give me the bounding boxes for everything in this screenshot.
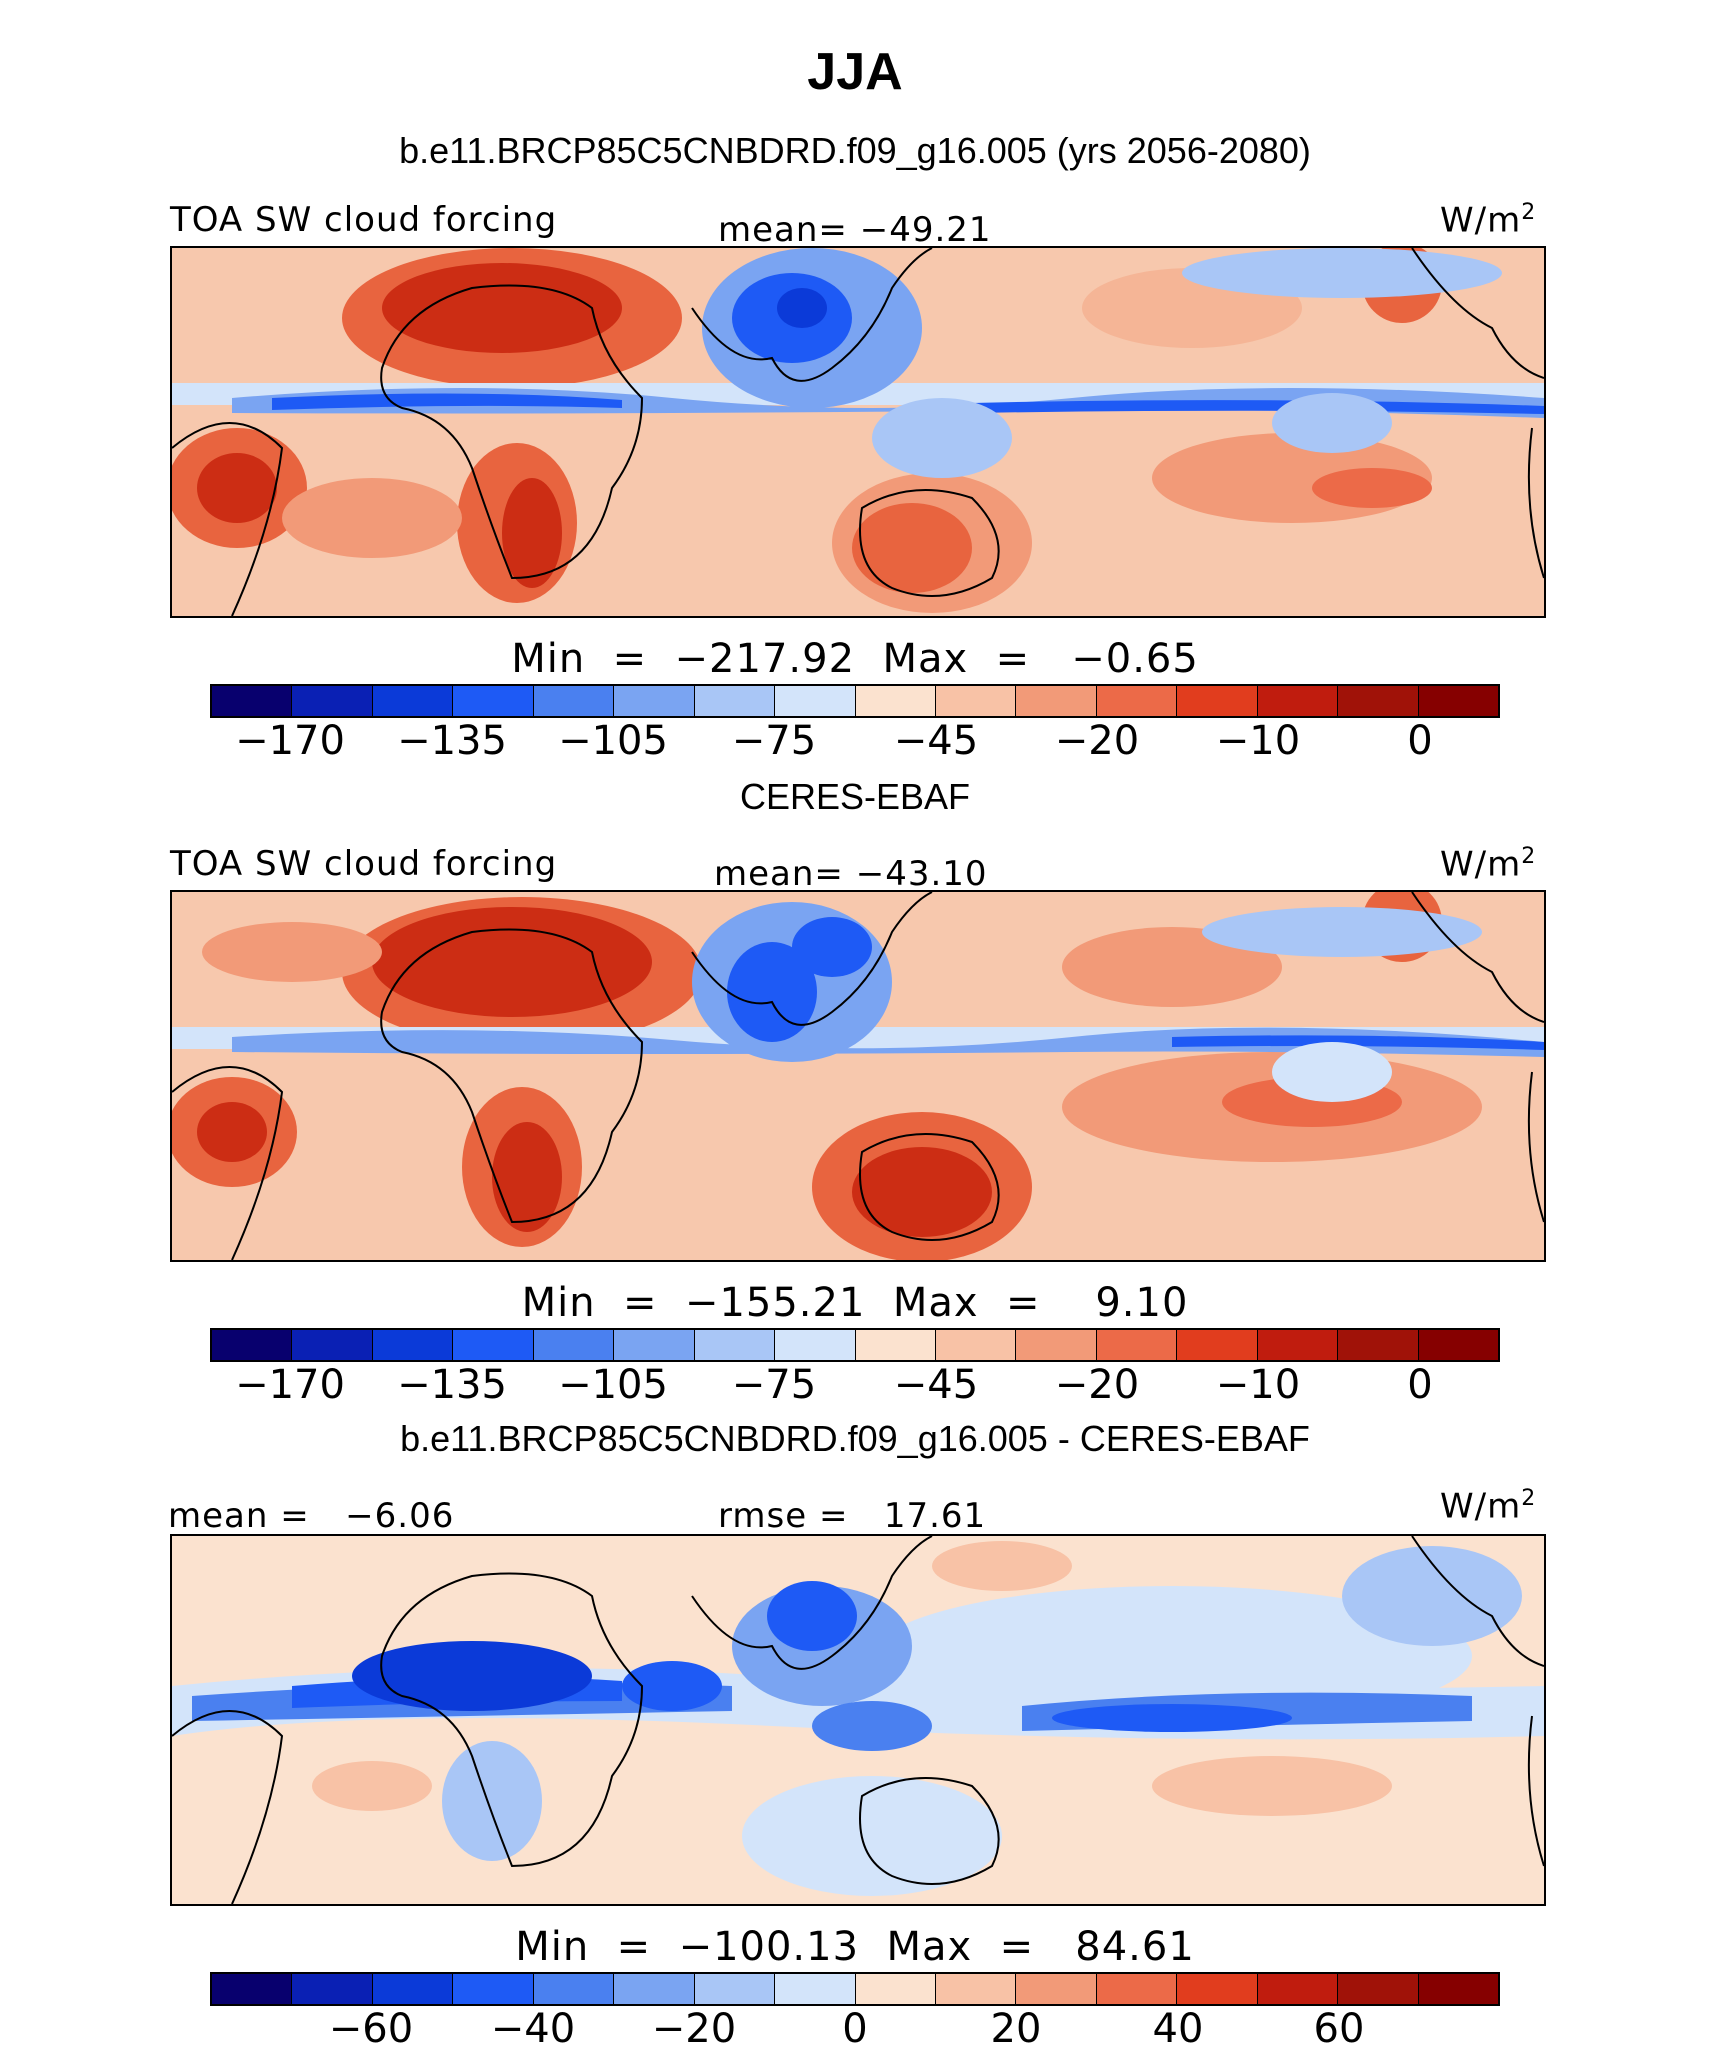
panel3-tick-label: −60 [328,2006,414,2052]
colorbar-box [1016,686,1097,716]
panel2-tick-label: −10 [1215,1362,1301,1408]
panel3-units: W/m2 [1440,1486,1537,1527]
colorbar-box [372,1330,454,1360]
panel2-tick-label: −170 [235,1362,345,1408]
colorbar-box [775,1330,856,1360]
colorbar-box [614,1974,695,2004]
colorbar-box [855,1330,936,1360]
colorbar-box [292,1974,373,2004]
panel3-heading: b.e11.BRCP85C5CNBDRD.f09_g16.005 - CERES… [400,1418,1310,1459]
panel2-mean-label: mean= −43.10 [714,854,988,894]
panel2-tick-label: −105 [558,1362,668,1408]
colorbar-box [1177,686,1258,716]
colorbar-box [935,1330,1017,1360]
colorbar-box [1257,1974,1339,2004]
season-title: JJA [807,43,903,101]
panel3-tick-label: −20 [651,2006,737,2052]
colorbar-box [1338,1974,1419,2004]
panel2-map-field [172,892,1544,1260]
panel3-rmse-label: rmse = 17.61 [718,1496,987,1536]
colorbar-box [1257,686,1339,716]
panel2-minmax: Min = −155.21 Max = 9.10 [521,1280,1189,1326]
colorbar-box [1016,1330,1097,1360]
panel3-tick-label: 60 [1313,2006,1365,2052]
panel3-tick-label: 40 [1152,2006,1204,2052]
colorbar-box [372,1974,454,2004]
colorbar-box [1418,686,1498,716]
panel1-heading: b.e11.BRCP85C5CNBDRD.f09_g16.005 (yrs 20… [399,130,1311,171]
colorbar-box [1177,1330,1258,1360]
colorbar-box [292,686,373,716]
colorbar-box [453,686,534,716]
colorbar-box [694,686,776,716]
colorbar-box [775,686,856,716]
colorbar-box [1096,1330,1178,1360]
panel2-tick-label: −75 [731,1362,817,1408]
colorbar-box [1096,1974,1178,2004]
colorbar-box [212,686,293,716]
panel3-colorbar [210,1972,1500,2006]
colorbar-box [1096,686,1178,716]
panel1-tick-label: −20 [1054,718,1140,764]
colorbar-box [1418,1330,1498,1360]
panel1-tick-label: −45 [893,718,979,764]
panel1-tick-label: −135 [397,718,507,764]
colorbar-box [453,1330,534,1360]
panel3-tick-label: 20 [990,2006,1042,2052]
panel1-tick-label: −75 [731,718,817,764]
colorbar-box [614,686,695,716]
panel1-colorbar [210,684,1500,718]
panel1-units: W/m2 [1440,200,1537,241]
colorbar-box [935,1974,1017,2004]
panel1-tick-label: −105 [558,718,668,764]
panel2-heading: CERES-EBAF [739,776,971,817]
panel1-tick-label: −170 [235,718,345,764]
panel3-mean-label: mean = −6.06 [168,1496,455,1536]
colorbar-box [1338,1330,1419,1360]
colorbar-box [614,1330,695,1360]
panel2-tick-label: −135 [397,1362,507,1408]
panel2-tick-label: 0 [1407,1362,1433,1408]
panel1-minmax: Min = −217.92 Max = −0.65 [511,636,1199,682]
colorbar-box [1418,1974,1498,2004]
colorbar-box [533,1330,615,1360]
panel2-colorbar [210,1328,1500,1362]
panel3-map [170,1534,1546,1906]
colorbar-box [533,1974,615,2004]
panel3-minmax: Min = −100.13 Max = 84.61 [515,1924,1195,1970]
panel1-map-field [172,248,1544,616]
colorbar-box [694,1330,776,1360]
panel2-variable-label: TOA SW cloud forcing [170,844,558,884]
colorbar-box [694,1974,776,2004]
colorbar-box [212,1974,293,2004]
panel1-variable-label: TOA SW cloud forcing [170,200,558,240]
panel3-tick-label: −40 [490,2006,576,2052]
colorbar-box [1257,1330,1339,1360]
panel1-tick-label: 0 [1407,718,1433,764]
panel2-tick-label: −20 [1054,1362,1140,1408]
panel1-tick-label: −10 [1215,718,1301,764]
panel2-units: W/m2 [1440,844,1537,885]
colorbar-box [775,1974,856,2004]
colorbar-box [212,1330,293,1360]
colorbar-box [1016,1974,1097,2004]
colorbar-box [935,686,1017,716]
colorbar-box [372,686,454,716]
panel3-map-field [172,1536,1544,1904]
colorbar-box [1177,1974,1258,2004]
panel1-mean-label: mean= −49.21 [718,210,992,250]
colorbar-box [855,1974,936,2004]
colorbar-box [533,686,615,716]
panel2-tick-label: −45 [893,1362,979,1408]
panel3-tick-label: 0 [842,2006,868,2052]
colorbar-box [1338,686,1419,716]
colorbar-box [855,686,936,716]
panel2-map [170,890,1546,1262]
colorbar-box [292,1330,373,1360]
colorbar-box [453,1974,534,2004]
panel1-map [170,246,1546,618]
